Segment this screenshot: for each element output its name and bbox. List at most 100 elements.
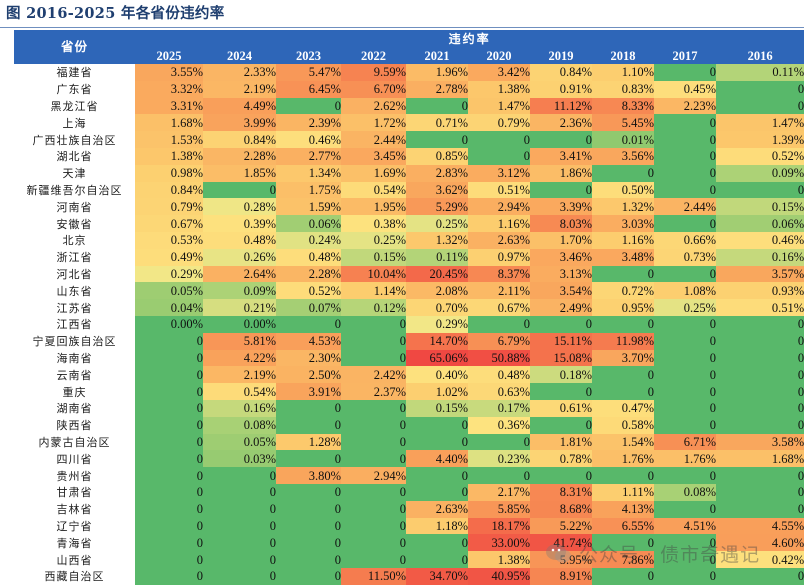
rate-cell: 0.06% <box>276 215 341 232</box>
rate-cell: 0 <box>341 315 406 333</box>
rate-cell: 1.08% <box>654 282 716 300</box>
rate-cell: 8.31% <box>530 483 592 501</box>
rate-cell: 3.45% <box>341 147 406 165</box>
province-cell: 安徽省 <box>14 215 135 232</box>
rate-cell: 0.91% <box>530 80 592 98</box>
rate-cell: 4.49% <box>203 97 276 115</box>
table-row: 湖北省 1.38% 2.28% 2.77% 3.45% 0.85% 0 3.41% 3.56% 0… <box>14 147 804 165</box>
rate-cell: 0.11% <box>716 64 804 81</box>
rate-cell: 6.79% <box>468 332 530 350</box>
rate-cell: 1.96% <box>406 64 468 81</box>
table-row: 广西壮族自治区 1.53% 0.84% 0.46% 2.44% 0 0 0 0.01% 0 1.39… <box>14 131 804 148</box>
rate-cell: 0 <box>716 181 804 199</box>
rate-cell: 0 <box>406 416 468 434</box>
rate-cell: 0 <box>716 349 804 367</box>
rate-cell: 0.46% <box>716 231 804 249</box>
rate-cell: 3.62% <box>406 181 468 199</box>
province-cell: 贵州省 <box>14 467 135 484</box>
rate-cell: 0 <box>716 416 804 434</box>
rate-cell: 0 <box>203 517 276 535</box>
rate-cell: 2.77% <box>276 147 341 165</box>
rate-cell: 0 <box>530 315 592 333</box>
table-row: 广东省 3.32% 2.19% 6.45% 6.70% 2.78% 1.38% 0.91% 0.… <box>14 80 804 98</box>
rate-cell: 0.05% <box>203 433 276 451</box>
rate-cell: 0 <box>654 366 716 384</box>
rate-cell: 5.81% <box>203 332 276 350</box>
rate-cell: 0.00% <box>135 315 203 333</box>
rate-cell: 1.76% <box>654 450 716 468</box>
rate-cell: 0 <box>135 416 203 434</box>
rate-cell: 3.91% <box>276 383 341 400</box>
rate-cell: 0 <box>468 147 530 165</box>
rate-cell: 1.76% <box>592 450 654 468</box>
rate-cell: 0.51% <box>716 299 804 316</box>
rate-cell: 0.15% <box>716 198 804 216</box>
rate-cell: 0.16% <box>203 399 276 417</box>
rate-cell: 6.55% <box>592 517 654 535</box>
rate-cell: 0.45% <box>654 80 716 98</box>
province-cell: 重庆 <box>14 383 135 400</box>
rate-cell: 0.83% <box>592 80 654 98</box>
rate-cell: 15.11% <box>530 332 592 350</box>
rate-cell: 0 <box>654 416 716 434</box>
rate-cell: 0.97% <box>468 248 530 266</box>
rate-cell: 1.32% <box>592 198 654 216</box>
year-header-2017: 2017 <box>654 48 716 64</box>
rate-cell: 20.45% <box>406 265 468 283</box>
rate-cell: 0.79% <box>468 114 530 132</box>
rate-cell: 0.46% <box>276 131 341 148</box>
rate-cell: 0.66% <box>654 231 716 249</box>
rate-cell: 0 <box>530 467 592 484</box>
rate-cell: 0 <box>203 483 276 501</box>
rate-cell: 4.60% <box>716 534 804 552</box>
rate-cell: 0 <box>592 383 654 400</box>
rate-cell: 0 <box>276 483 341 501</box>
rate-cell: 0.09% <box>203 282 276 300</box>
rate-cell: 1.68% <box>135 114 203 132</box>
rate-cell: 0.29% <box>135 265 203 283</box>
rate-cell: 0.51% <box>468 181 530 199</box>
rate-cell: 2.63% <box>406 500 468 518</box>
province-cell: 广西壮族自治区 <box>14 131 135 148</box>
rate-cell: 0.12% <box>341 299 406 316</box>
year-header-2018: 2018 <box>592 48 654 64</box>
rate-cell: 5.95% <box>530 551 592 568</box>
rate-cell: 0 <box>530 131 592 148</box>
rate-cell: 4.53% <box>276 332 341 350</box>
rate-cell: 4.40% <box>406 450 468 468</box>
province-cell: 湖南省 <box>14 399 135 417</box>
rate-cell: 0.25% <box>654 299 716 316</box>
rate-cell: 6.71% <box>654 433 716 451</box>
rate-cell: 0 <box>654 383 716 400</box>
rate-cell: 0.71% <box>406 114 468 132</box>
rate-cell: 0 <box>276 97 341 115</box>
rate-cell: 0 <box>341 433 406 451</box>
title-divider <box>0 27 804 28</box>
rate-cell: 1.28% <box>276 433 341 451</box>
rate-cell: 0 <box>135 551 203 568</box>
rate-cell: 1.16% <box>468 215 530 232</box>
rate-cell: 5.85% <box>468 500 530 518</box>
rate-cell: 0 <box>135 349 203 367</box>
rate-cell: 0 <box>592 567 654 585</box>
rate-cell: 3.70% <box>592 349 654 367</box>
province-cell: 山东省 <box>14 282 135 300</box>
year-header-2022: 2022 <box>341 48 406 64</box>
rate-cell: 0 <box>716 80 804 98</box>
rate-cell: 2.94% <box>468 198 530 216</box>
rate-cell: 4.22% <box>203 349 276 367</box>
rate-cell: 0 <box>530 416 592 434</box>
table-row: 重庆 0 0.54% 3.91% 2.37% 1.02% 0.63% 0 0 0 0 <box>14 383 804 400</box>
rate-cell: 3.54% <box>530 282 592 300</box>
rate-cell: 2.63% <box>468 231 530 249</box>
rate-cell: 0 <box>716 366 804 384</box>
rate-cell: 2.42% <box>341 366 406 384</box>
province-cell: 辽宁省 <box>14 517 135 535</box>
rate-cell: 0 <box>592 366 654 384</box>
rate-cell: 0.67% <box>468 299 530 316</box>
rate-cell: 0.49% <box>135 248 203 266</box>
rate-cell: 0.95% <box>592 299 654 316</box>
rate-cell: 1.11% <box>592 483 654 501</box>
rate-cell: 3.41% <box>530 147 592 165</box>
rate-cell: 0 <box>276 534 341 552</box>
